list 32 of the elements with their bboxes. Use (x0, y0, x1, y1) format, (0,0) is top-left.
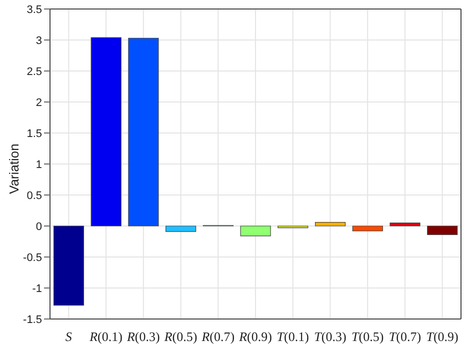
bar (53, 226, 84, 306)
x-tick-label: R(0.9) (238, 329, 272, 344)
bar (390, 222, 420, 226)
y-tick-label: 3.5 (26, 4, 42, 16)
bar (128, 38, 159, 226)
x-tick-label: R(0.5) (163, 329, 198, 344)
x-tick-label: R(0.1) (88, 329, 122, 344)
y-tick-label: 1.5 (26, 128, 42, 140)
y-tick-label: 3 (36, 34, 42, 47)
bar (90, 37, 122, 226)
x-tick-label: T(0.3) (314, 329, 346, 344)
bar (352, 226, 383, 232)
y-axis-title: Variation (6, 144, 22, 194)
y-tick-label: 0.5 (26, 190, 42, 202)
bar (240, 226, 271, 236)
bar (166, 226, 196, 232)
y-tick-label: -0.5 (23, 252, 42, 264)
y-tick-label: 0 (36, 220, 42, 233)
y-tick-label: -1 (32, 282, 42, 295)
x-tick-label: T(0.7) (388, 329, 422, 344)
y-tick-label: -1.5 (23, 314, 42, 326)
y-tick-label: 2 (36, 96, 42, 109)
x-tick-label: T(0.9) (426, 329, 458, 344)
x-tick-label: R(0.7) (200, 329, 235, 344)
y-tick-label: 1 (36, 158, 42, 171)
x-tick-label: R(0.3) (126, 329, 160, 344)
x-tick-label: S (65, 329, 72, 344)
y-tick-label: 2.5 (26, 66, 42, 78)
x-tick-label: T(0.5) (352, 329, 384, 344)
bar (314, 222, 346, 226)
x-tick-label: T(0.1) (276, 329, 309, 344)
bar (427, 226, 458, 235)
